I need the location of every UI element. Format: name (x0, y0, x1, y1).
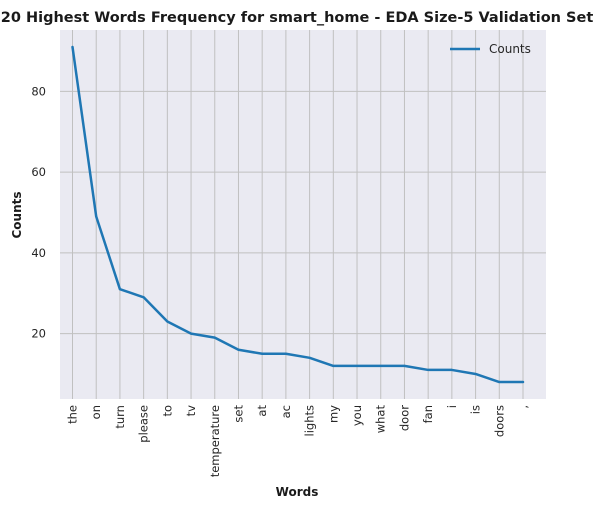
chart-title: 20 Highest Words Frequency for smart_hom… (1, 10, 594, 26)
x-tick-label: temperature (208, 405, 222, 477)
y-tick-label: 60 (31, 165, 46, 179)
x-tick-label: what (374, 405, 388, 434)
legend: Counts (450, 42, 531, 56)
y-axis-label: Counts (10, 191, 24, 238)
x-tick-label: i (445, 405, 459, 408)
x-tick-label: at (255, 405, 269, 417)
x-tick-label: tv (184, 405, 198, 417)
x-tick-label: doors (492, 405, 506, 437)
y-axis-ticks: 20 40 60 80 (31, 84, 46, 340)
x-tick-label: is (469, 405, 483, 414)
x-tick-label: to (160, 405, 174, 417)
grid (60, 30, 546, 399)
x-tick-label: on (89, 405, 103, 419)
series-layer (71, 45, 525, 384)
x-tick-label: the (66, 405, 80, 424)
x-tick-label: ac (279, 405, 293, 418)
series-line-counts (71, 45, 525, 384)
plot-area (60, 30, 546, 399)
x-tick-label: lights (303, 405, 317, 436)
x-tick-label: please (137, 405, 151, 443)
x-tick-label: , (516, 405, 530, 409)
x-axis-ticks: the on turn please to tv temperature set at ac lig… (66, 405, 531, 478)
x-tick-label: my (326, 405, 340, 423)
x-axis-label: Words (276, 485, 319, 499)
x-tick-label: set (231, 405, 245, 423)
x-tick-label: fan (421, 405, 435, 423)
x-tick-label: turn (113, 405, 127, 429)
legend-label-counts: Counts (489, 42, 531, 56)
y-tick-label: 80 (31, 84, 46, 98)
y-tick-label: 20 (31, 327, 46, 341)
x-tick-label: door (397, 405, 411, 431)
y-tick-label: 40 (31, 246, 46, 260)
x-tick-label: you (350, 405, 364, 426)
